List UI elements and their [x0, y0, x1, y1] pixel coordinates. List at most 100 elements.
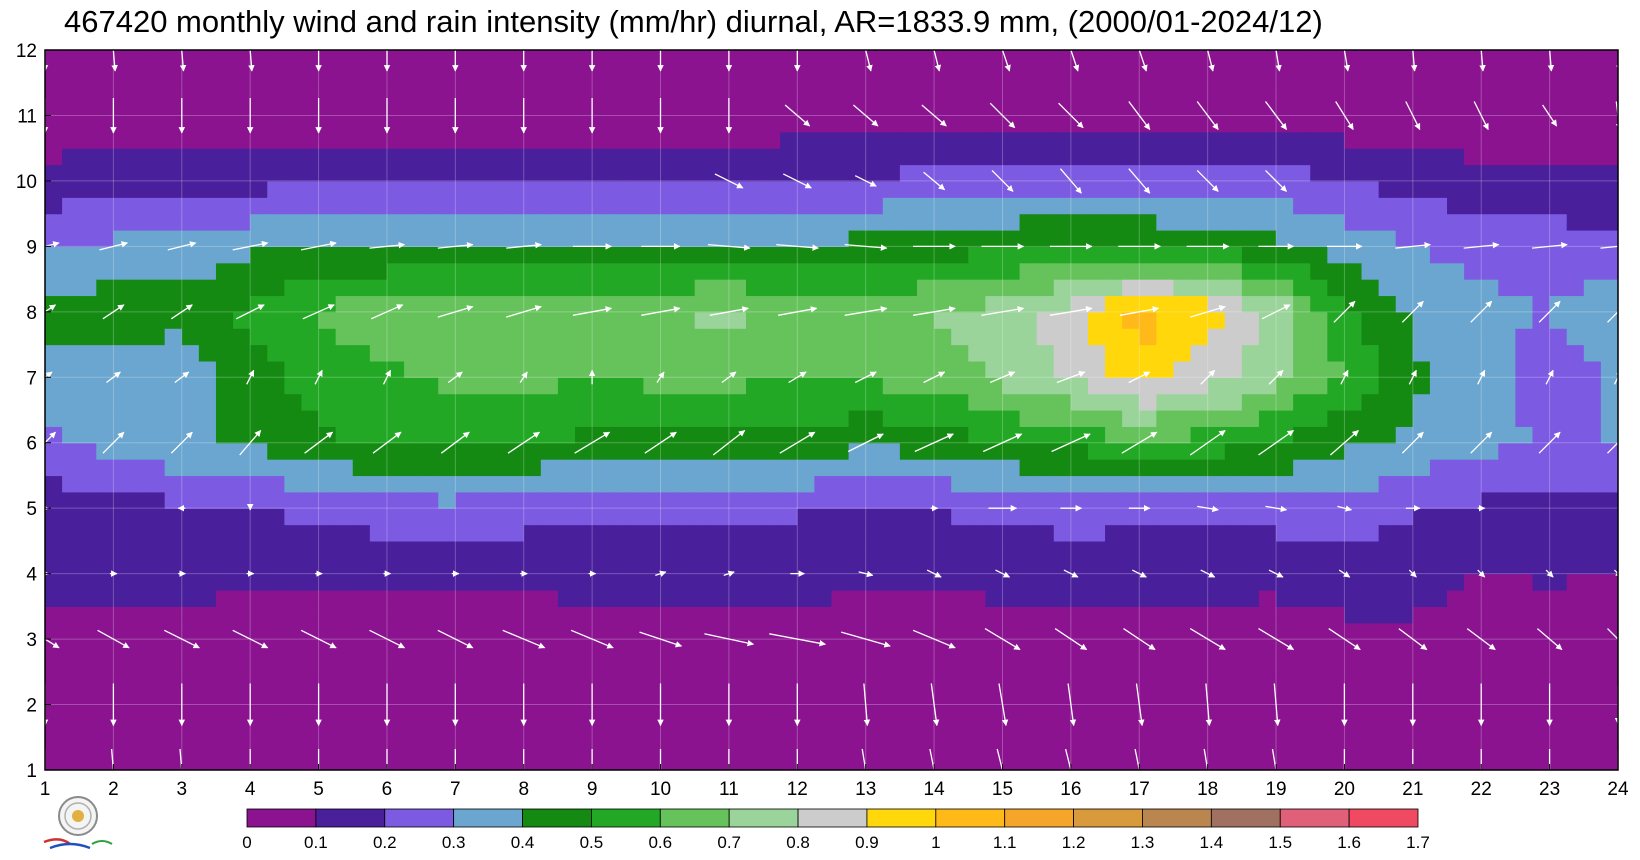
- wind-arrow: [641, 306, 681, 316]
- heat-cell: [1481, 131, 1499, 149]
- heat-cell: [814, 524, 833, 542]
- heat-cell: [1087, 99, 1106, 117]
- heat-cell: [916, 737, 935, 755]
- heat-cell: [1224, 737, 1243, 755]
- heat-cell: [1156, 410, 1175, 427]
- wind-vector-field: [45, 50, 1618, 770]
- heat-cell: [113, 475, 132, 493]
- heat-cell: [934, 66, 952, 84]
- heat-cell: [540, 344, 559, 362]
- heat-cell: [421, 524, 439, 542]
- heat-cell: [1412, 688, 1431, 706]
- heat-cell: [506, 606, 525, 624]
- heat-cell: [1156, 246, 1175, 264]
- heat-cell: [934, 524, 952, 542]
- heat-cell: [1344, 737, 1363, 755]
- heat-cell: [916, 50, 935, 67]
- heat-cell: [1224, 557, 1243, 575]
- heat-cell: [1293, 377, 1311, 395]
- heat-cell: [592, 311, 610, 329]
- heat-cell: [1464, 377, 1482, 395]
- colorbar-swatch: [315, 808, 386, 828]
- heat-cell: [147, 720, 166, 738]
- heat-cell: [489, 655, 508, 673]
- heat-cell: [728, 246, 747, 264]
- heat-cell: [1395, 66, 1414, 84]
- heat-cell: [540, 262, 559, 280]
- heat-cell: [951, 360, 969, 378]
- heat-cell: [1515, 360, 1534, 378]
- heat-cell: [147, 410, 166, 427]
- heat-cell: [472, 491, 491, 509]
- heat-cell: [1515, 508, 1534, 526]
- heat-cell: [284, 540, 303, 558]
- colorbar-swatch: [866, 808, 937, 828]
- heat-cell: [1173, 639, 1192, 657]
- heat-cell: [404, 753, 422, 770]
- heat-cell: [1190, 753, 1209, 770]
- heat-cell: [557, 328, 576, 346]
- heat-cell: [711, 606, 730, 624]
- heat-cell: [831, 655, 850, 673]
- heat-cell: [626, 148, 645, 166]
- heat-cell: [575, 508, 593, 526]
- heat-cell: [1087, 328, 1106, 346]
- heat-cell: [1070, 475, 1089, 493]
- heat-cell: [79, 99, 97, 117]
- heat-cell: [677, 213, 696, 231]
- heat-cell: [1105, 410, 1123, 427]
- heat-cell: [96, 671, 114, 689]
- heat-cell: [1429, 442, 1448, 460]
- heat-cell: [780, 671, 798, 689]
- heat-cell: [335, 737, 354, 755]
- heat-cell: [763, 639, 781, 657]
- heat-cell: [164, 475, 183, 493]
- heat-cell: [540, 377, 559, 395]
- heat-cell: [626, 410, 645, 427]
- heat-cell: [951, 279, 969, 297]
- heat-cell: [677, 540, 696, 558]
- heat-cell: [831, 737, 850, 755]
- heat-cell: [1600, 66, 1618, 84]
- heat-cell: [1361, 180, 1380, 198]
- heat-cell: [523, 704, 542, 722]
- heat-cell: [1549, 246, 1568, 264]
- heat-cell: [1002, 328, 1021, 346]
- heat-cell: [694, 311, 713, 329]
- heat-cell: [1412, 573, 1431, 591]
- heat-cell: [318, 393, 337, 411]
- heat-cell: [147, 671, 166, 689]
- heat-cell: [1139, 639, 1157, 657]
- heat-cell: [1207, 524, 1226, 542]
- heat-cell: [250, 737, 268, 755]
- heat-cell: [746, 442, 764, 460]
- heat-cell: [1361, 164, 1380, 182]
- heat-cell: [1190, 639, 1209, 657]
- heat-cell: [1498, 377, 1517, 395]
- heat-cell: [780, 704, 798, 722]
- heat-cell: [1224, 671, 1243, 689]
- heat-cell: [728, 622, 747, 640]
- heat-cell: [1276, 328, 1294, 346]
- wind-arrow: [1607, 628, 1618, 641]
- heat-cell: [438, 557, 456, 575]
- heat-cell: [1481, 99, 1499, 117]
- heat-cell: [1583, 279, 1602, 297]
- heat-cell: [318, 295, 337, 313]
- heat-cell: [215, 230, 234, 247]
- heat-cell: [763, 737, 781, 755]
- heat-cell: [1498, 410, 1517, 427]
- heat-cell: [1105, 311, 1123, 329]
- heat-cell: [968, 360, 986, 378]
- heat-cell: [1515, 99, 1534, 117]
- heat-cell: [1498, 573, 1517, 591]
- heat-cell: [1036, 491, 1055, 509]
- heat-cell: [1447, 180, 1465, 198]
- heat-cell: [523, 99, 542, 117]
- heat-cell: [386, 524, 405, 542]
- heat-cell: [592, 213, 610, 231]
- heat-cell: [301, 426, 320, 444]
- heat-cell: [968, 704, 986, 722]
- heat-cell: [523, 753, 542, 770]
- heat-cell: [1002, 393, 1021, 411]
